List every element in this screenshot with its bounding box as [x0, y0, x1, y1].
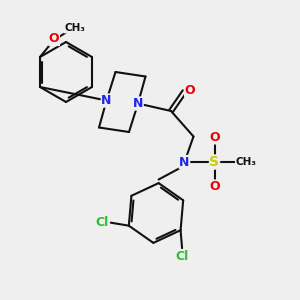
Text: CH₃: CH₃: [64, 23, 85, 33]
Text: Cl: Cl: [95, 216, 108, 229]
Text: N: N: [101, 94, 112, 107]
Text: O: O: [209, 131, 220, 144]
Text: O: O: [184, 83, 195, 97]
Text: Cl: Cl: [176, 250, 189, 263]
Text: O: O: [209, 180, 220, 193]
Text: N: N: [133, 97, 143, 110]
Text: S: S: [209, 155, 220, 169]
Text: CH₃: CH₃: [236, 157, 256, 167]
Text: O: O: [49, 32, 59, 46]
Text: N: N: [179, 155, 190, 169]
